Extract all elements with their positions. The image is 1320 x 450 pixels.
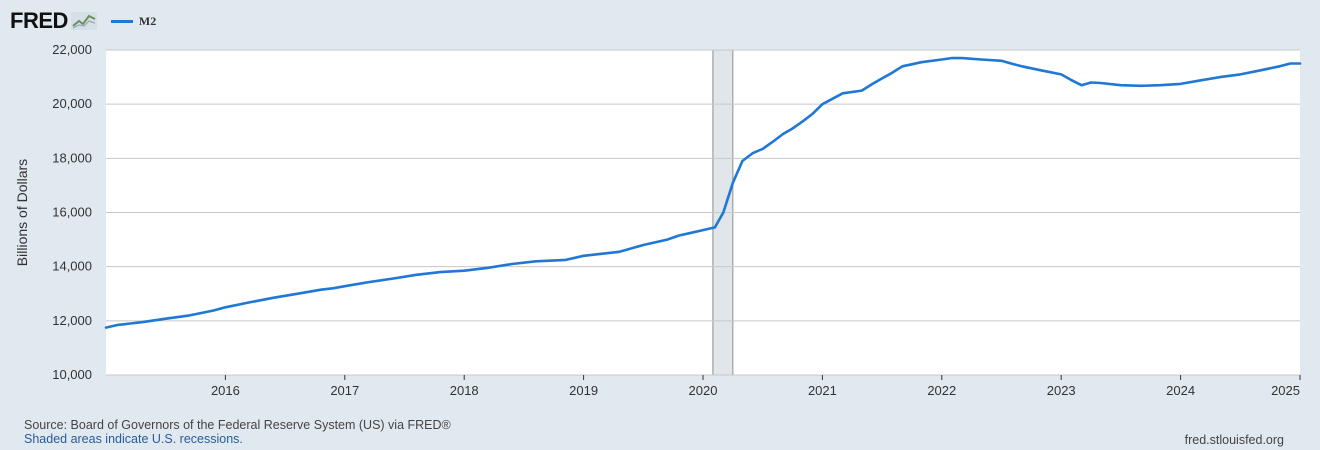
grid-lines [106, 49, 1300, 376]
y-tick-label: 10,000 [52, 367, 92, 382]
legend-label-m2: M2 [138, 13, 157, 28]
x-tick-label: 2017 [330, 383, 359, 398]
x-tick-label: 2022 [927, 383, 956, 398]
line-chart: 10,000 12,000 14,000 16,000 18,000 20,000 22,0… [14, 42, 1302, 398]
x-tick-label: 2021 [808, 383, 837, 398]
y-axis-ticks: 10,000 12,000 14,000 16,000 18,000 20,000 22,0… [52, 42, 92, 382]
x-axis-ticks: 2016 2017 2018 2019 2020 2021 2022 2023 2024 2025 [211, 375, 1301, 398]
x-tick-label: 2024 [1166, 383, 1195, 398]
chart-footer: Source: Board of Governors of the Federa… [24, 418, 451, 446]
x-tick-label: 2016 [211, 383, 240, 398]
x-tick-label: 2020 [689, 383, 718, 398]
y-axis-label: Billions of Dollars [14, 159, 30, 266]
source-note: Source: Board of Governors of the Federa… [24, 418, 451, 432]
y-tick-label: 14,000 [52, 259, 92, 274]
fred-logo[interactable]: FRED [10, 8, 68, 33]
series-line-m2 [104, 56, 1302, 329]
y-tick-label: 16,000 [52, 205, 92, 220]
x-tick-label: 2023 [1047, 383, 1076, 398]
x-tick-label: 2018 [450, 383, 479, 398]
series-layer [104, 56, 1302, 329]
chart-legend: M2 [110, 13, 157, 29]
y-tick-label: 18,000 [52, 150, 92, 165]
chart-header: FRED M2 [10, 6, 156, 36]
y-tick-label: 12,000 [52, 313, 92, 328]
x-tick-label: 2019 [569, 383, 598, 398]
x-tick-label: 2025 [1271, 383, 1300, 398]
recession-note[interactable]: Shaded areas indicate U.S. recessions. [24, 432, 243, 446]
line-chart-icon [70, 12, 97, 30]
y-tick-label: 20,000 [52, 96, 92, 111]
legend-swatch [110, 19, 133, 23]
site-url[interactable]: fred.stlouisfed.org [1184, 433, 1284, 447]
y-tick-label: 22,000 [52, 42, 92, 57]
